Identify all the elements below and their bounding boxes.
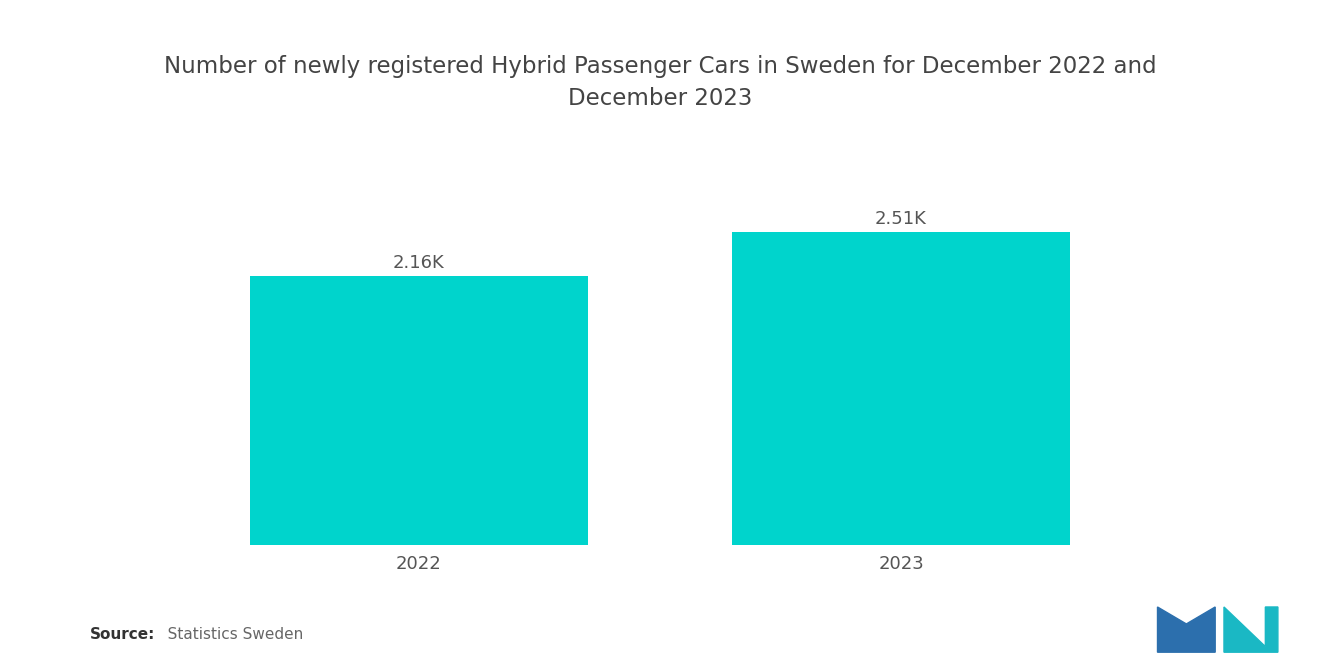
Text: 2.51K: 2.51K [875, 210, 927, 228]
Text: Source:: Source: [90, 626, 156, 642]
Polygon shape [1158, 607, 1216, 652]
Polygon shape [1224, 607, 1278, 652]
Text: Statistics Sweden: Statistics Sweden [153, 626, 304, 642]
Title: Number of newly registered Hybrid Passenger Cars in Sweden for December 2022 and: Number of newly registered Hybrid Passen… [164, 55, 1156, 110]
Bar [733, 232, 1069, 545]
Bar [251, 276, 587, 545]
Text: 2.16K: 2.16K [393, 253, 445, 271]
